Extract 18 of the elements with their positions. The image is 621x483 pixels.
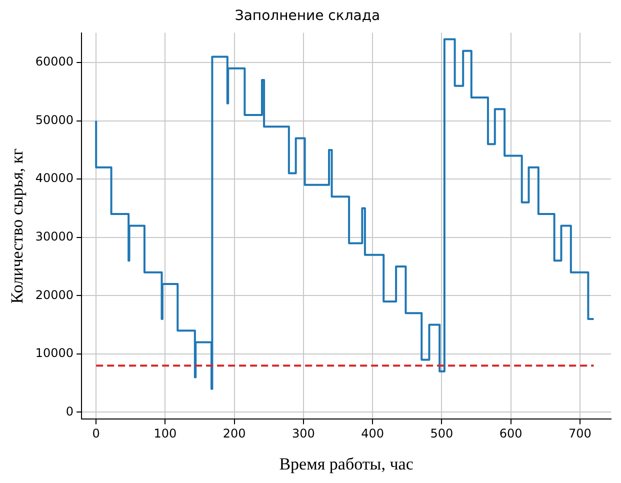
y-tick-label: 60000 [35, 54, 74, 69]
x-tick-label: 300 [292, 426, 315, 441]
x-tick-label: 200 [222, 426, 246, 441]
y-tick-label: 20000 [35, 288, 74, 302]
x-tick-label: 600 [499, 426, 522, 441]
x-tick-label: 500 [430, 426, 454, 441]
y-tick-label: 50000 [35, 112, 74, 127]
y-tick-label: 10000 [35, 346, 74, 360]
y-tick-label: 40000 [35, 171, 74, 186]
chart-title: Заполнение склада [234, 8, 380, 24]
x-axis-title: Время работы, час [279, 454, 414, 474]
y-tick-label: 0 [66, 404, 74, 418]
y-axis-title: Количество сырья, кг [8, 148, 27, 304]
x-tick-label: 700 [568, 426, 592, 441]
y-tick-label: 30000 [35, 229, 74, 244]
x-tick-label: 0 [92, 426, 100, 441]
x-tick-label: 100 [154, 426, 177, 441]
x-tick-label: 400 [361, 426, 384, 441]
